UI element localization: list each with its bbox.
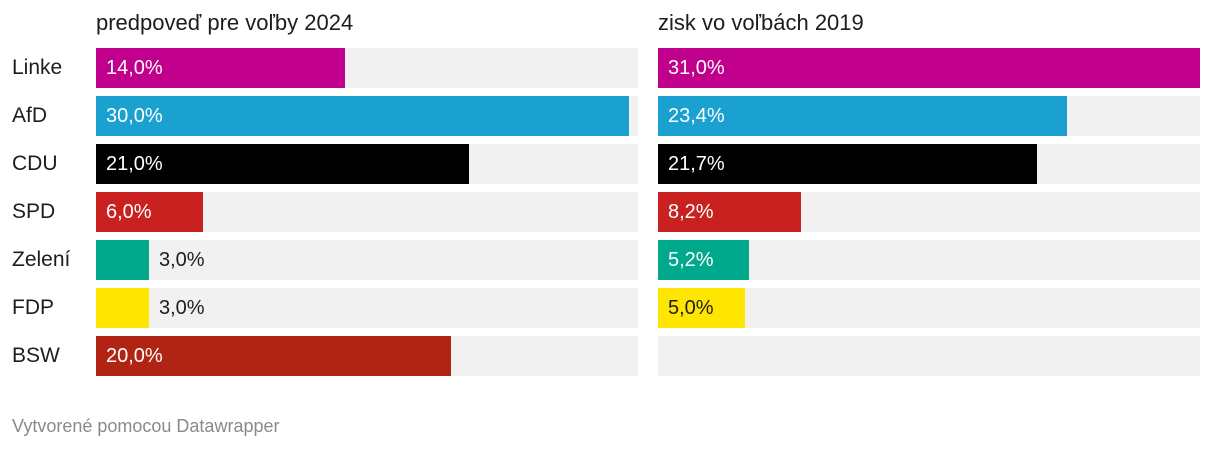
bar [96, 48, 345, 88]
bar [658, 192, 801, 232]
bar-track: 20,0% [96, 336, 638, 376]
bar [658, 240, 749, 280]
bar [658, 144, 1037, 184]
data-label: 20,0% [106, 345, 163, 367]
bar-track: 31,0% [658, 48, 1200, 88]
data-label: 30,0% [106, 105, 163, 127]
bar-track: 5,2% [658, 240, 1200, 280]
data-label: 6,0% [106, 201, 152, 223]
bar [658, 288, 745, 328]
data-label: 8,2% [668, 201, 714, 223]
row-label-linke: Linke [12, 56, 63, 79]
row-label-spd: SPD [12, 200, 56, 223]
bar-track: 6,0% [96, 192, 638, 232]
bar-track [658, 336, 1200, 376]
bar-track: 3,0% [96, 240, 638, 280]
row-label-afd: AfD [12, 104, 48, 127]
row-label-cdu: CDU [12, 152, 58, 175]
data-label: 31,0% [668, 57, 725, 79]
row-label-bsw: BSW [12, 344, 60, 367]
data-label: 3,0% [159, 249, 205, 271]
bar-track: 21,7% [658, 144, 1200, 184]
data-label: 21,0% [106, 153, 163, 175]
panel-title-0: predpoveď pre voľby 2024 [96, 10, 354, 35]
bar [96, 144, 469, 184]
bar [96, 96, 629, 136]
data-label: 5,0% [668, 297, 714, 319]
bar-track: 3,0% [96, 288, 638, 328]
data-label: 14,0% [106, 57, 163, 79]
bar-track: 30,0% [96, 96, 638, 136]
data-label: 21,7% [668, 153, 725, 175]
credit-footer: Vytvorené pomocou Datawrapper [12, 416, 280, 436]
bar-track: 5,0% [658, 288, 1200, 328]
panel-title-1: zisk vo voľbách 2019 [658, 10, 864, 35]
bar [96, 192, 203, 232]
data-label: 23,4% [668, 105, 725, 127]
bar [96, 240, 149, 280]
data-label: 3,0% [159, 297, 205, 319]
row-label-zelení: Zelení [12, 248, 71, 271]
bar-track: 21,0% [96, 144, 638, 184]
bar-track: 8,2% [658, 192, 1200, 232]
bar [658, 48, 1200, 88]
bar [96, 288, 149, 328]
bar-track: 23,4% [658, 96, 1200, 136]
bar-track: 14,0% [96, 48, 638, 88]
bar [658, 96, 1067, 136]
data-label: 5,2% [668, 249, 714, 271]
row-label-fdp: FDP [12, 296, 54, 319]
bar [96, 336, 451, 376]
